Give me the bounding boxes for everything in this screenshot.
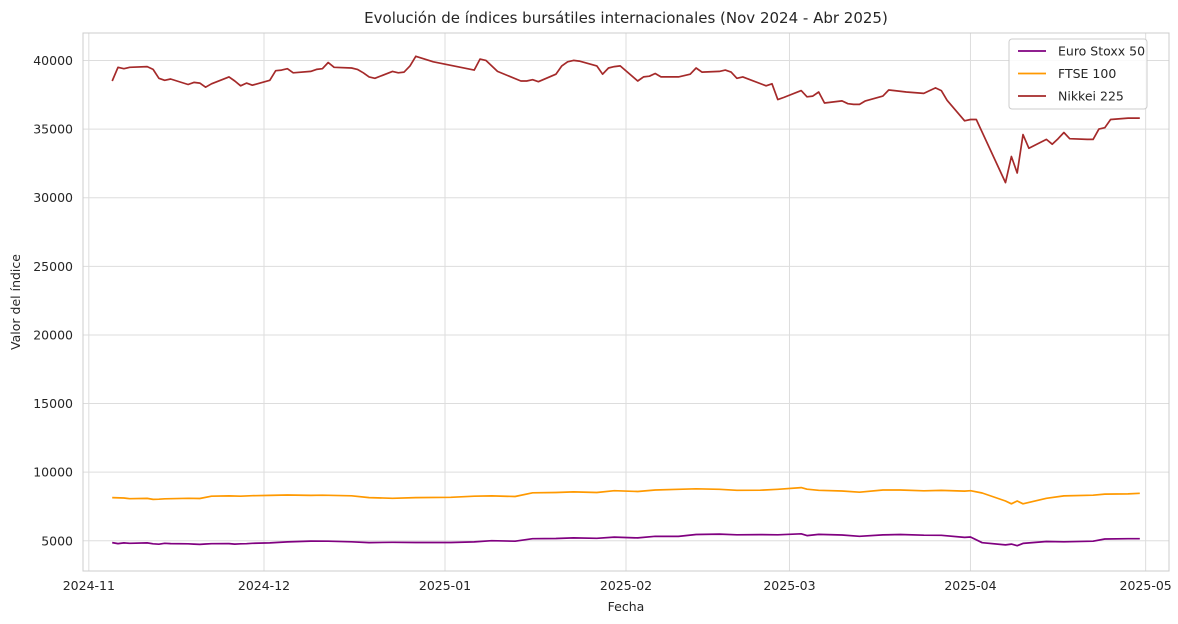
legend-label-nikkei-225: Nikkei 225 bbox=[1058, 89, 1124, 104]
y-tick-label: 10000 bbox=[33, 465, 73, 480]
x-tick-label: 2025-03 bbox=[763, 578, 815, 593]
x-tick-label: 2024-11 bbox=[63, 578, 115, 593]
legend-box bbox=[1008, 38, 1148, 110]
series-line-euro-stoxx-50 bbox=[112, 532, 1140, 547]
y-tick-label: 25000 bbox=[33, 259, 73, 274]
x-axis-ticks: 2024-11 2024-12 2025-01 2025-02 2025-03 2025-… bbox=[63, 578, 1172, 593]
x-axis-label: Fecha bbox=[608, 599, 645, 614]
legend-label-ftse-100: FTSE 100 bbox=[1058, 66, 1116, 81]
legend-label-euro-stoxx-50: Euro Stoxx 50 bbox=[1058, 44, 1145, 59]
y-tick-label: 15000 bbox=[33, 396, 73, 411]
y-tick-label: 30000 bbox=[33, 190, 73, 205]
legend: Euro Stoxx 50 FTSE 100 Nikkei 225 bbox=[1008, 38, 1148, 110]
x-tick-label: 2024-12 bbox=[238, 578, 290, 593]
y-axis-ticks: 5000 10000 15000 20000 25000 30000 35000 40000 bbox=[33, 53, 73, 548]
y-axis-label: Valor del índice bbox=[8, 254, 23, 350]
plot-frame bbox=[82, 32, 1170, 572]
x-tick-label: 2025-05 bbox=[1120, 578, 1172, 593]
x-tick-label: 2025-04 bbox=[944, 578, 996, 593]
chart-title: Evolución de índices bursátiles internac… bbox=[364, 9, 888, 27]
y-tick-label: 35000 bbox=[33, 122, 73, 137]
series-line-ftse-100 bbox=[112, 486, 1140, 505]
series-lines bbox=[111, 55, 1140, 547]
y-tick-label: 40000 bbox=[33, 53, 73, 68]
y-tick-label: 20000 bbox=[33, 327, 73, 342]
x-tick-label: 2025-02 bbox=[600, 578, 652, 593]
x-tick-label: 2025-01 bbox=[419, 578, 471, 593]
grid-lines bbox=[83, 33, 1169, 571]
y-tick-label: 5000 bbox=[41, 533, 73, 548]
series-line-nikkei-225 bbox=[111, 55, 1140, 184]
